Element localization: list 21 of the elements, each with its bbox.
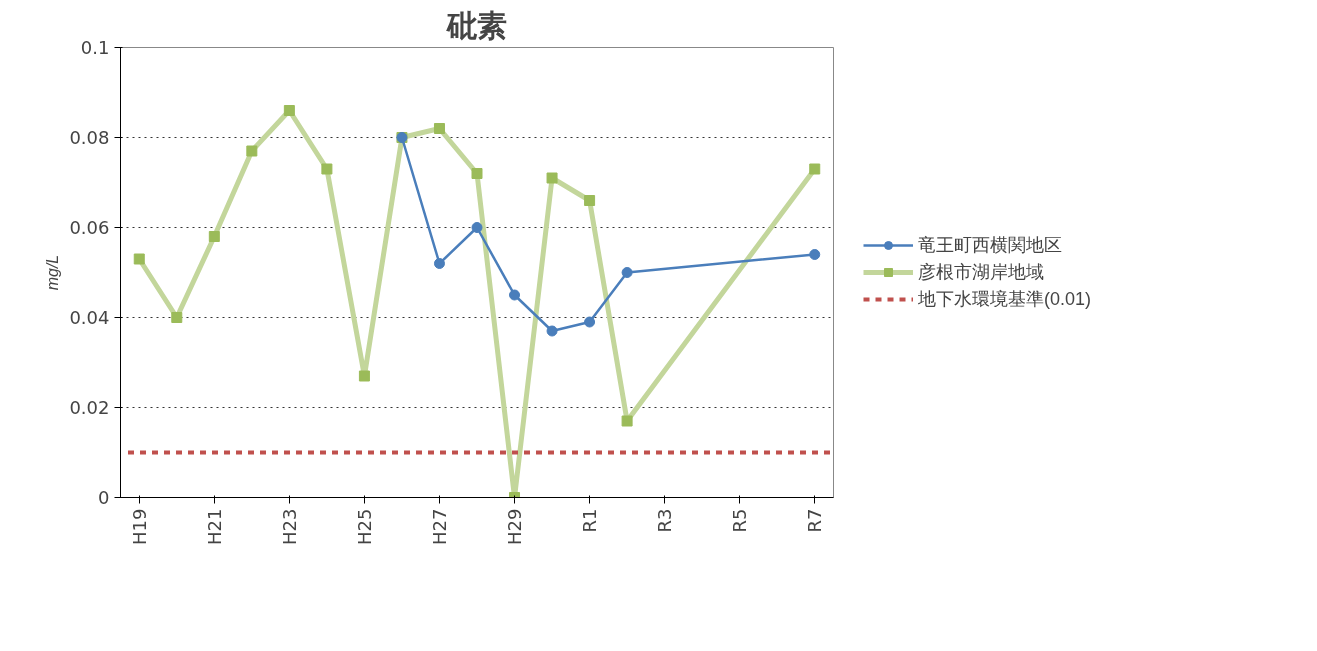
y-tick-label: 0.08: [69, 127, 110, 148]
x-tick-label: H25: [353, 508, 375, 545]
x-tick-label: H23: [278, 508, 300, 545]
y-tick-label: 0: [98, 487, 110, 508]
legend-label: 地下水環境基準(0.01): [918, 288, 1092, 311]
x-tick-label: H19: [128, 508, 150, 545]
legend-label: 竜王町西横関地区: [918, 234, 1062, 257]
chart-title: 砒素: [446, 7, 507, 43]
x-tick-label: R5: [729, 508, 751, 533]
x-tick-label: H27: [428, 508, 450, 545]
y-tick-label: 0.02: [69, 397, 110, 418]
x-tick-label: H21: [203, 508, 225, 545]
x-tick-label: R7: [804, 508, 826, 533]
y-tick-label: 0.1: [80, 37, 110, 58]
y-tick-label: 0.04: [69, 307, 110, 328]
x-tick-label: R3: [654, 508, 676, 533]
legend-label: 彦根市湖岸地域: [918, 261, 1044, 284]
y-tick-label: 0.06: [69, 217, 110, 238]
x-tick-label: R1: [579, 508, 601, 533]
y-axis-title: mg/L: [44, 254, 62, 291]
x-tick-label: H29: [504, 508, 526, 545]
